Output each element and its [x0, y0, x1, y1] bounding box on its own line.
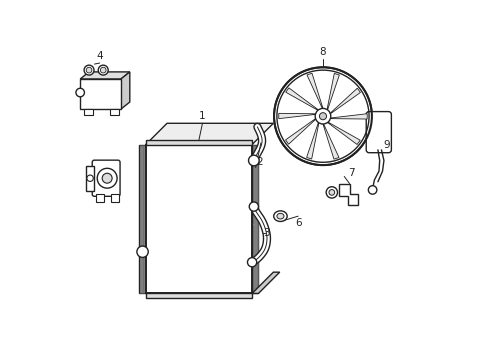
Bar [252, 145, 258, 293]
Polygon shape [80, 72, 130, 79]
Polygon shape [327, 73, 340, 110]
Polygon shape [330, 114, 367, 119]
Circle shape [98, 65, 108, 75]
Ellipse shape [277, 213, 284, 219]
Bar [110, 109, 119, 116]
Polygon shape [286, 88, 318, 110]
Bar [96, 194, 104, 202]
Text: 1: 1 [199, 111, 206, 121]
Polygon shape [121, 72, 130, 109]
Circle shape [329, 190, 335, 195]
Text: 9: 9 [384, 140, 390, 149]
Polygon shape [307, 122, 319, 159]
Text: 5: 5 [103, 168, 110, 178]
Text: 7: 7 [348, 168, 355, 178]
Bar [146, 140, 252, 145]
Circle shape [102, 173, 112, 183]
Circle shape [86, 67, 92, 73]
Circle shape [87, 175, 93, 181]
Circle shape [248, 155, 259, 166]
FancyBboxPatch shape [92, 160, 120, 196]
Bar [80, 79, 121, 109]
Circle shape [315, 108, 331, 124]
Circle shape [319, 113, 326, 120]
Polygon shape [330, 88, 361, 114]
Bar [146, 293, 252, 298]
Polygon shape [252, 272, 280, 293]
Circle shape [326, 187, 338, 198]
Circle shape [137, 246, 148, 257]
Polygon shape [307, 73, 323, 108]
Circle shape [97, 168, 117, 188]
Polygon shape [146, 123, 273, 145]
Polygon shape [339, 184, 358, 205]
Polygon shape [279, 113, 316, 119]
Bar [139, 145, 146, 293]
Bar [111, 194, 119, 202]
Circle shape [100, 67, 106, 73]
Text: 8: 8 [319, 48, 326, 57]
Ellipse shape [274, 211, 287, 221]
Circle shape [368, 186, 377, 194]
Circle shape [76, 88, 84, 97]
FancyBboxPatch shape [366, 112, 392, 153]
Circle shape [249, 202, 258, 211]
Circle shape [274, 67, 372, 165]
Circle shape [247, 258, 257, 267]
Polygon shape [323, 124, 339, 159]
Bar [146, 145, 252, 293]
Polygon shape [286, 118, 316, 144]
Text: 4: 4 [97, 51, 103, 61]
Polygon shape [85, 166, 95, 191]
Text: 3: 3 [263, 228, 270, 238]
Bar [84, 109, 93, 116]
Text: 2: 2 [256, 157, 263, 167]
Polygon shape [327, 122, 360, 144]
Text: 6: 6 [295, 217, 301, 228]
Circle shape [84, 65, 94, 75]
